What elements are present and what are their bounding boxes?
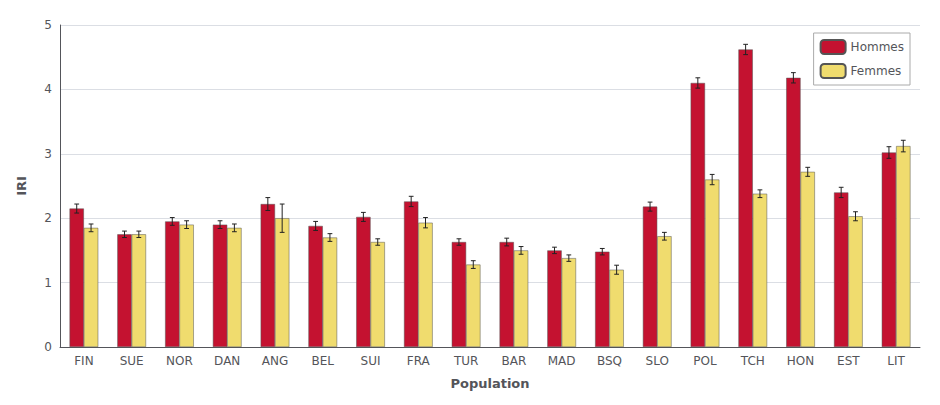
svg-text:TCH: TCH [740,354,765,368]
svg-text:Femmes: Femmes [851,64,902,78]
svg-text:HON: HON [787,354,814,368]
svg-text:POL: POL [693,354,717,368]
svg-text:IRI: IRI [14,176,29,196]
svg-text:SLO: SLO [646,354,669,368]
svg-text:MAD: MAD [548,354,576,368]
svg-text:BEL: BEL [312,354,335,368]
svg-text:3: 3 [44,147,52,161]
svg-text:4: 4 [44,82,52,96]
svg-text:SUE: SUE [120,354,144,368]
svg-text:2: 2 [44,211,52,225]
svg-text:5: 5 [44,18,52,32]
svg-text:Population: Population [450,376,529,391]
svg-text:BAR: BAR [501,354,526,368]
svg-text:0: 0 [44,340,52,354]
svg-text:NOR: NOR [166,354,193,368]
svg-text:ANG: ANG [262,354,288,368]
svg-text:EST: EST [837,354,860,368]
svg-text:FRA: FRA [407,354,431,368]
svg-text:DAN: DAN [214,354,240,368]
svg-text:LIT: LIT [887,354,905,368]
svg-text:SUI: SUI [361,354,381,368]
svg-text:1: 1 [44,276,52,290]
svg-text:TUR: TUR [453,354,478,368]
svg-text:Hommes: Hommes [851,40,904,54]
svg-text:BSQ: BSQ [597,354,622,368]
svg-text:FIN: FIN [74,354,93,368]
